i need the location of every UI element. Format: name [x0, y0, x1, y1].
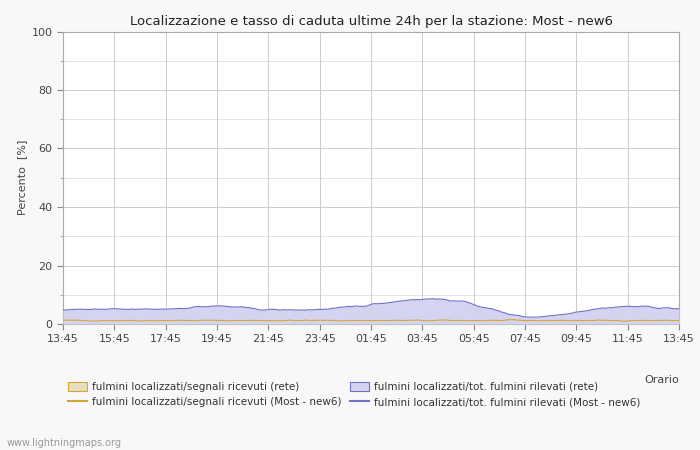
Y-axis label: Percento  [%]: Percento [%]	[18, 140, 27, 216]
Title: Localizzazione e tasso di caduta ultime 24h per la stazione: Most - new6: Localizzazione e tasso di caduta ultime …	[130, 14, 612, 27]
Legend: fulmini localizzati/segnali ricevuti (rete), fulmini localizzati/segnali ricevut: fulmini localizzati/segnali ricevuti (re…	[68, 382, 640, 407]
Text: Orario: Orario	[644, 375, 679, 385]
Text: www.lightningmaps.org: www.lightningmaps.org	[7, 438, 122, 448]
